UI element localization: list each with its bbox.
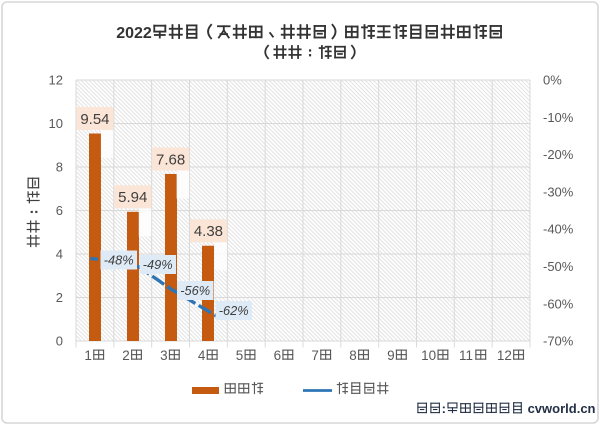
svg-text:0: 0 — [56, 334, 63, 349]
svg-text::: : — [442, 401, 446, 416]
svg-text:2022: 2022 — [116, 25, 152, 42]
svg-text:5: 5 — [236, 348, 244, 363]
svg-text:8: 8 — [56, 160, 63, 175]
svg-text:6: 6 — [274, 348, 282, 363]
svg-text:2: 2 — [122, 348, 130, 363]
svg-text:-62%: -62% — [219, 303, 249, 318]
svg-text:6: 6 — [56, 203, 63, 218]
svg-text:9.54: 9.54 — [80, 111, 109, 128]
svg-text:cvworld.cn: cvworld.cn — [524, 401, 596, 416]
svg-text:5.94: 5.94 — [118, 189, 147, 206]
svg-text:9: 9 — [387, 348, 395, 363]
svg-text:3: 3 — [160, 348, 168, 363]
svg-text:-30%: -30% — [543, 184, 574, 199]
svg-text:4: 4 — [198, 348, 206, 363]
svg-text:-40%: -40% — [543, 222, 574, 237]
svg-text:11: 11 — [459, 348, 473, 363]
svg-text:4.38: 4.38 — [194, 223, 223, 240]
svg-text:1: 1 — [84, 348, 92, 363]
svg-text:10: 10 — [421, 348, 436, 363]
svg-text:10: 10 — [49, 116, 63, 131]
svg-text:-49%: -49% — [143, 257, 173, 272]
svg-text:7: 7 — [311, 348, 319, 363]
svg-text:-60%: -60% — [543, 296, 574, 311]
svg-text:-50%: -50% — [543, 259, 574, 274]
svg-text:-48%: -48% — [104, 252, 134, 267]
svg-text:8: 8 — [349, 348, 357, 363]
svg-text:12: 12 — [497, 348, 512, 363]
svg-text:2: 2 — [56, 290, 63, 305]
svg-text:12: 12 — [49, 73, 63, 88]
svg-text:-70%: -70% — [543, 334, 574, 349]
svg-text:0%: 0% — [543, 73, 562, 88]
svg-text:7.68: 7.68 — [156, 151, 185, 168]
svg-text:-56%: -56% — [180, 283, 210, 298]
svg-text:-20%: -20% — [543, 147, 574, 162]
svg-text:4: 4 — [56, 247, 63, 262]
svg-text:-10%: -10% — [543, 110, 574, 125]
